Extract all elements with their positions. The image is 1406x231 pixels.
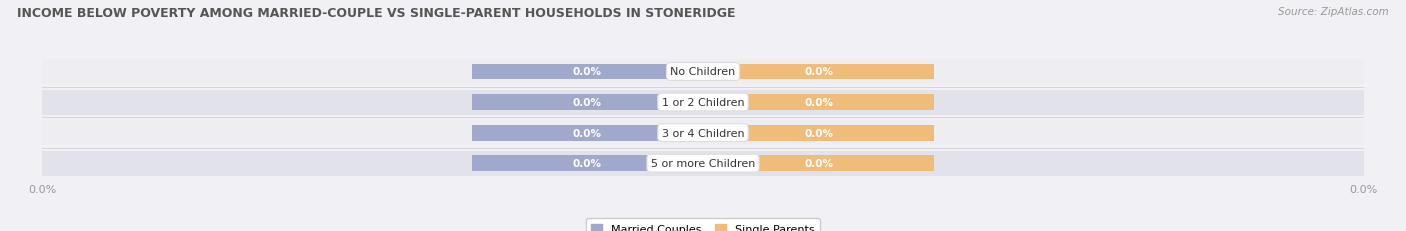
Text: 0.0%: 0.0% (804, 98, 834, 108)
Bar (471, 95, 703, 110)
Text: No Children: No Children (671, 67, 735, 77)
Text: 0.0%: 0.0% (572, 98, 602, 108)
Bar (703, 64, 934, 80)
Text: 1 or 2 Children: 1 or 2 Children (662, 98, 744, 108)
Bar (703, 155, 934, 171)
Bar (42, 121, 1364, 146)
Text: 0.0%: 0.0% (804, 128, 834, 138)
Text: 0.0%: 0.0% (572, 158, 602, 168)
Bar (42, 60, 1364, 85)
Bar (471, 155, 703, 171)
Bar (471, 64, 703, 80)
Text: 3 or 4 Children: 3 or 4 Children (662, 128, 744, 138)
Bar (42, 151, 1364, 176)
Text: INCOME BELOW POVERTY AMONG MARRIED-COUPLE VS SINGLE-PARENT HOUSEHOLDS IN STONERI: INCOME BELOW POVERTY AMONG MARRIED-COUPL… (17, 7, 735, 20)
Text: 0.0%: 0.0% (572, 128, 602, 138)
Legend: Married Couples, Single Parents: Married Couples, Single Parents (586, 218, 820, 231)
Text: 0.0%: 0.0% (804, 67, 834, 77)
Text: 0.0%: 0.0% (804, 158, 834, 168)
Text: 0.0%: 0.0% (572, 67, 602, 77)
Bar (471, 125, 703, 141)
Bar (703, 95, 934, 110)
Bar (42, 90, 1364, 115)
Text: 5 or more Children: 5 or more Children (651, 158, 755, 168)
Bar (703, 125, 934, 141)
Text: Source: ZipAtlas.com: Source: ZipAtlas.com (1278, 7, 1389, 17)
